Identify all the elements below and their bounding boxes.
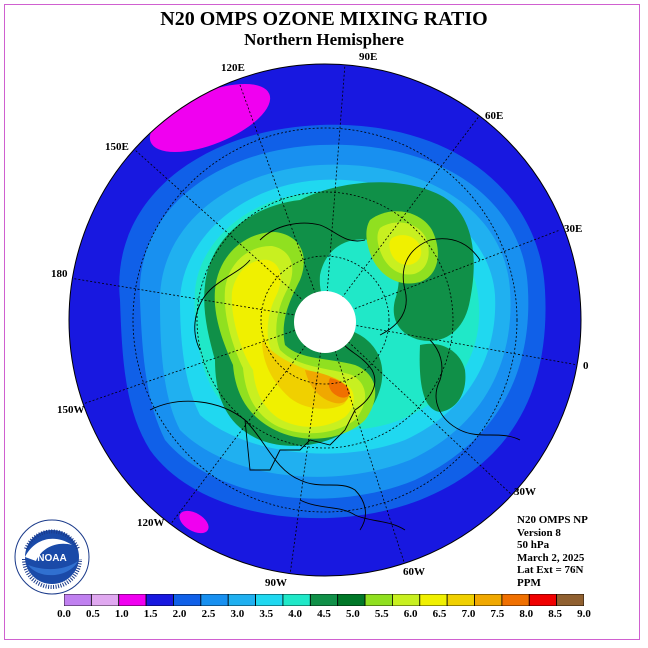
colorbar-swatch <box>145 594 174 606</box>
colorbar-swatch <box>255 594 284 606</box>
colorbar-tick-label: 1.0 <box>114 608 129 620</box>
colorbar <box>64 594 584 606</box>
colorbar-swatch <box>446 594 475 606</box>
lon-label-120e: 120E <box>221 62 245 74</box>
colorbar-swatch <box>528 594 558 606</box>
map-outline <box>68 63 582 577</box>
colorbar-swatch <box>364 594 393 606</box>
lon-label-90e: 90E <box>359 51 378 63</box>
colorbar-tick-label: 0.0 <box>57 608 71 620</box>
colorbar-tick-label: 4.0 <box>288 608 302 620</box>
lon-label-180: 180 <box>51 268 68 280</box>
lon-label-60e: 60E <box>485 110 504 122</box>
lon-label-30w: 30W <box>514 486 536 498</box>
colorbar-swatch <box>501 594 530 606</box>
colorbar-tick-label: 1.5 <box>143 608 158 620</box>
lon-label-90w: 90W <box>265 577 287 589</box>
info-lat-ext: Lat Ext = 76N <box>517 564 584 576</box>
colorbar-tick-label: 2.0 <box>172 608 187 620</box>
lon-label-120w: 120W <box>137 517 165 529</box>
colorbar-swatch <box>173 594 202 606</box>
colorbar-tick-label: 5.0 <box>346 608 360 620</box>
lon-label-0: 0 <box>583 360 589 372</box>
noaa-logo-text: NOAA <box>37 553 66 564</box>
colorbar-tick-label: 4.5 <box>317 608 331 620</box>
colorbar-swatch <box>90 594 120 606</box>
lon-label-150e: 150E <box>105 141 129 153</box>
colorbar-tick-label: 8.5 <box>548 608 562 620</box>
colorbar-swatch <box>419 594 448 606</box>
lon-label-150w: 150W <box>57 404 85 416</box>
figure-frame <box>4 4 640 640</box>
map-subtitle: Northern Hemisphere <box>244 30 404 49</box>
colorbar-swatch <box>337 594 366 606</box>
colorbar-swatch <box>118 594 147 606</box>
coastlines <box>149 222 521 531</box>
colorbar-tick-label: 7.5 <box>490 608 505 620</box>
info-date: March 2, 2025 <box>517 551 585 564</box>
colorbar-swatch <box>64 594 92 606</box>
colorbar-swatch <box>474 594 503 606</box>
colorbar-tick-label: 3.0 <box>230 608 245 620</box>
info-block: N20 OMPS NP Version 8 50 hPa March 2, 20… <box>517 514 588 589</box>
colorbar-tick-label: 6.0 <box>403 608 418 620</box>
level-1-0-west <box>149 84 271 152</box>
colorbar-tick-label: 8.0 <box>519 608 534 620</box>
level-6-5-east <box>389 235 422 265</box>
info-instrument: N20 OMPS NP <box>517 514 588 526</box>
colorbar-tick-label: 9.0 <box>577 608 591 620</box>
lon-label-30e: 30E <box>564 223 583 235</box>
colorbar-swatch <box>227 594 256 606</box>
colorbar-tick-label: 2.5 <box>201 608 216 620</box>
lat-lon-grid <box>69 64 579 576</box>
map-title: N20 OMPS OZONE MIXING RATIO <box>160 8 488 30</box>
colorbar-swatch <box>200 594 229 606</box>
colorbar-swatch <box>309 594 339 606</box>
info-version: Version 8 <box>517 526 561 539</box>
noaa-logo: NOAA <box>14 519 90 595</box>
colorbar-tick-label: 7.0 <box>461 608 476 620</box>
colorbar-swatch <box>556 594 584 606</box>
level-4-5-lobe <box>419 343 466 412</box>
level-8-0 <box>328 378 350 398</box>
info-units: PPM <box>517 576 541 589</box>
lon-label-60w: 60W <box>403 566 425 578</box>
colorbar-tick-label: 5.5 <box>374 608 389 620</box>
polar-no-data-cap <box>294 291 356 353</box>
colorbar-tick-label: 6.5 <box>432 608 447 620</box>
ozone-field <box>69 64 581 576</box>
colorbar-swatch <box>392 594 421 606</box>
colorbar-tick-label: 3.5 <box>259 608 274 620</box>
colorbar-swatch <box>282 594 311 606</box>
info-level: 50 hPa <box>517 539 550 551</box>
level-1-0-south <box>179 510 209 534</box>
colorbar-tick-label: 0.5 <box>86 608 100 620</box>
